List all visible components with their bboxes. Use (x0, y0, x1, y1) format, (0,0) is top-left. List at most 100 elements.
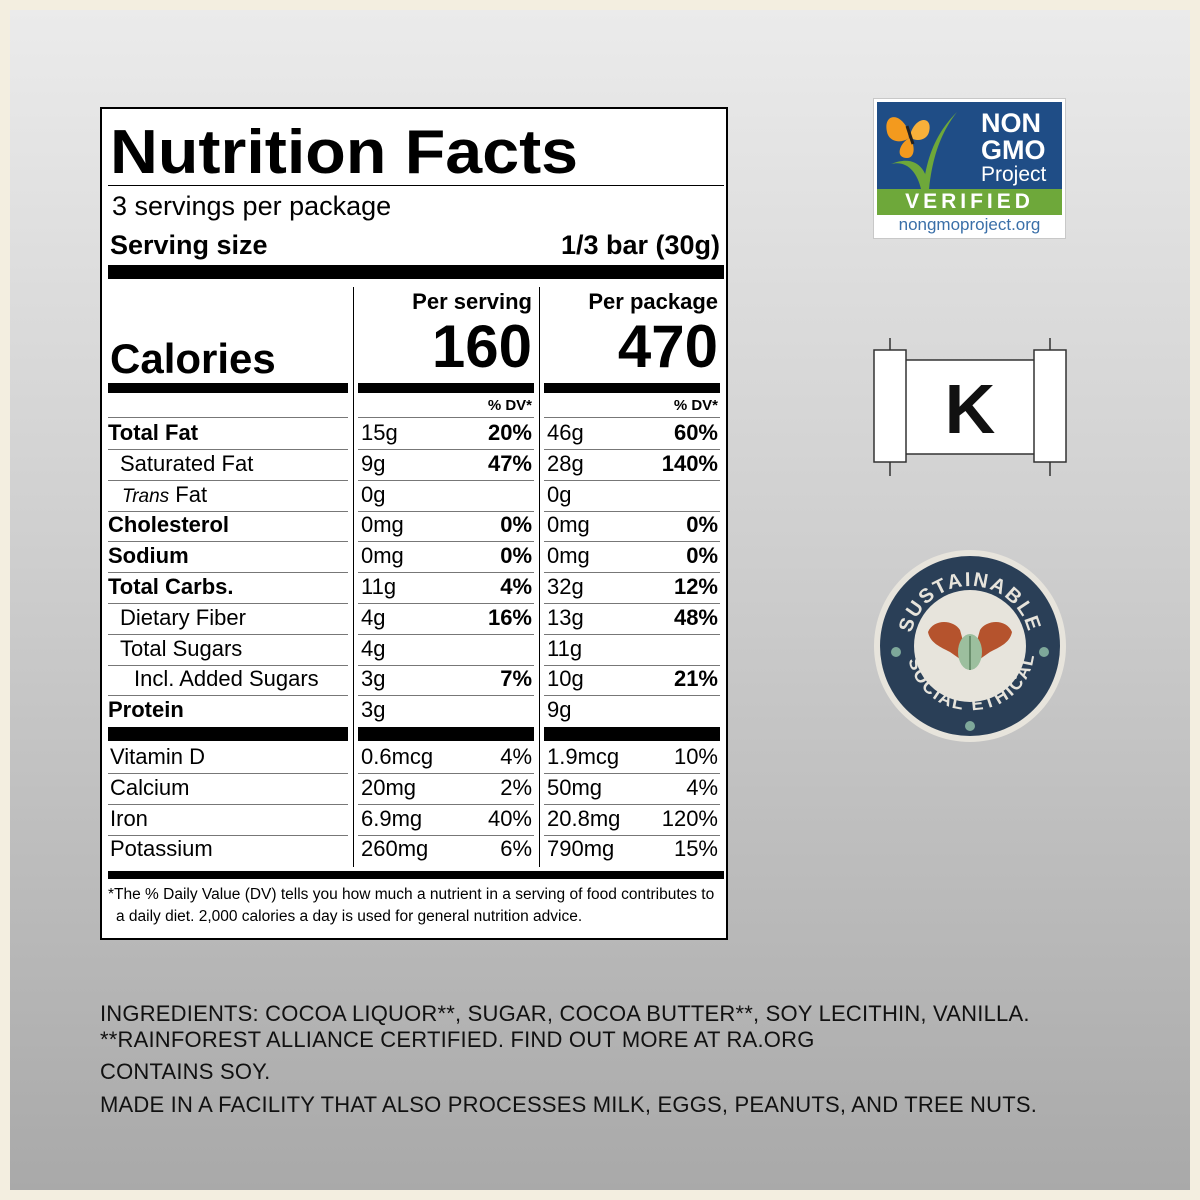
non-gmo-url: nongmoproject.org (898, 215, 1041, 234)
calories-per-package: 470 (617, 313, 718, 380)
row-divider (544, 479, 720, 481)
vitamin-value: 6% (500, 836, 532, 862)
nutrient-value: 0mg (547, 543, 590, 569)
vitamin-value: 50mg (547, 774, 603, 800)
thick-divider (544, 383, 720, 393)
non-gmo-line2: GMO (981, 135, 1046, 165)
row-divider (544, 633, 720, 635)
per-package-header: Per package (588, 289, 718, 314)
nutrient-value: 46g (547, 420, 584, 445)
row-divider (108, 834, 348, 836)
vitamin-label: Calcium (110, 774, 190, 800)
nutrient-value: 4g (361, 635, 386, 661)
nutrient-value: 60% (673, 420, 718, 445)
row-divider (358, 417, 534, 418)
vitamin-value: 40% (487, 805, 532, 831)
row-divider (108, 541, 348, 543)
nutrient-value: 0mg (361, 512, 404, 538)
nutrient-value: 3g (361, 697, 386, 723)
dv-header: % DV* (673, 397, 718, 414)
row-divider (358, 572, 534, 574)
row-divider (544, 603, 720, 604)
nutrition-title: Nutrition Facts (110, 118, 579, 187)
vitamin-value: 20mg (361, 774, 417, 800)
nutrient-label: Incl. Added Sugars (134, 666, 319, 692)
kosher-badge: K (870, 336, 1070, 478)
nutrient-value: 7% (500, 666, 532, 692)
nutrient-value: 10g (547, 666, 584, 692)
vitamin-value: 15% (673, 836, 718, 862)
vitamin-value: 1.9mcg (547, 744, 620, 769)
row-divider (358, 510, 534, 512)
row-divider (544, 449, 720, 450)
nutrient-value: 28g (547, 450, 584, 476)
row-divider (358, 541, 534, 543)
per-serving-header: Per serving (412, 289, 532, 314)
ingredients-line-2: **RAINFOREST ALLIANCE CERTIFIED. FIND OU… (100, 1027, 815, 1052)
vitamin-value: 10% (673, 744, 718, 769)
nutrient-value: 0% (686, 512, 718, 538)
nutrient-value: 4g (361, 604, 386, 630)
thick-divider (358, 383, 534, 393)
vitamin-value: 4% (500, 744, 532, 769)
vitamin-label: Iron (110, 805, 148, 831)
vitamin-value: 20.8mg (547, 805, 621, 831)
nutrient-value: 0mg (547, 512, 590, 538)
nutrient-value: 0% (686, 543, 718, 569)
row-divider (358, 633, 534, 635)
nutrient-value: 0g (547, 481, 572, 507)
ingredients-line-1: INGREDIENTS: COCOA LIQUOR**, SUGAR, COCO… (100, 1001, 1030, 1026)
row-divider (544, 541, 720, 543)
nutrient-label: Total Fat (108, 420, 199, 445)
vitamin-value: 260mg (361, 836, 429, 862)
vitamin-value: 0.6mcg (361, 744, 434, 769)
row-divider (108, 603, 348, 604)
row-divider (108, 417, 348, 418)
column-divider (353, 287, 354, 867)
row-divider (108, 449, 348, 450)
vitamin-value: 2% (500, 774, 532, 800)
row-divider (358, 803, 534, 805)
row-divider (108, 695, 348, 697)
nutrient-value: 16% (487, 604, 532, 630)
thick-divider (544, 727, 720, 741)
row-divider (544, 510, 720, 512)
butterfly-plant-icon (886, 112, 957, 189)
row-divider (358, 773, 534, 774)
row-divider (358, 834, 534, 836)
vitamin-value: 6.9mg (361, 805, 423, 831)
nutrient-value: 0mg (361, 543, 404, 569)
nutrient-label-italic: Trans (122, 485, 170, 507)
nutrient-value: 11g (547, 635, 583, 661)
row-divider (544, 695, 720, 697)
nutrient-label: Total Sugars (120, 635, 243, 661)
nutrient-value: 13g (547, 604, 584, 630)
row-divider (358, 603, 534, 604)
nutrient-value: 3g (361, 666, 386, 692)
nutrient-value: 47% (487, 450, 532, 476)
nutrient-value: 9g (547, 697, 572, 723)
thick-divider (108, 871, 724, 879)
row-divider (108, 803, 348, 805)
vitamin-label: Vitamin D (110, 744, 205, 769)
nutrient-label: Cholesterol (108, 512, 230, 538)
nutrient-value: 15g (361, 420, 398, 445)
row-divider (544, 572, 720, 574)
thick-divider (108, 727, 348, 741)
calories-per-serving: 160 (431, 313, 532, 380)
sustainable-seal: SUSTAINABLE SOCIAL ETHICAL (872, 548, 1068, 744)
nutrient-label-rest: Fat (169, 481, 208, 507)
row-divider (544, 834, 720, 836)
thick-divider (358, 727, 534, 741)
nutrition-facts-label: Nutrition Facts 3 servings per package S… (100, 107, 728, 940)
row-divider (544, 773, 720, 774)
nutrient-value: 0% (500, 543, 532, 569)
contains-statement: CONTAINS SOY. (100, 1059, 271, 1084)
nutrient-value: 0g (361, 481, 386, 507)
scroll-icon: K (873, 338, 1067, 476)
non-gmo-badge: NON GMO Project VERIFIED nongmoproject.o… (873, 98, 1066, 239)
vitamin-value: 4% (686, 774, 718, 800)
thick-divider (108, 383, 348, 393)
nutrient-value: 48% (673, 604, 718, 630)
row-divider (358, 695, 534, 697)
